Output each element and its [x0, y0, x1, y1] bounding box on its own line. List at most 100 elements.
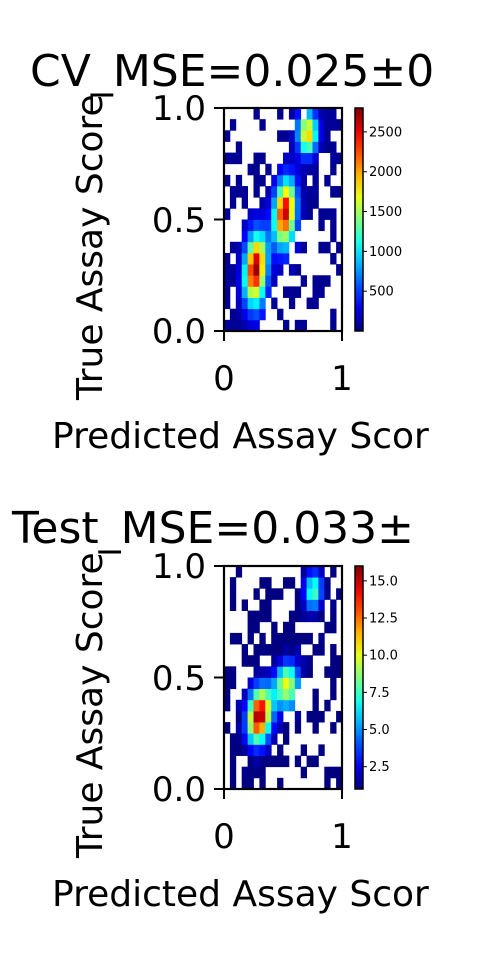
- heatmap-cell: [271, 197, 278, 209]
- heatmap-cell: [259, 733, 266, 745]
- heatmap-cell: [259, 688, 266, 701]
- heatmap-cell: [306, 152, 313, 165]
- heatmap-cell: [271, 219, 278, 232]
- heatmap-cell: [318, 710, 325, 723]
- heatmap-cell: [306, 599, 313, 611]
- heatmap-cell: [259, 308, 266, 321]
- heatmap-cell: [283, 241, 290, 254]
- heatmap-cell: [318, 208, 325, 220]
- heatmap-cell: [312, 119, 319, 131]
- heatmap-cell: [241, 599, 248, 611]
- heatmap-cell: [277, 264, 284, 276]
- heatmap-cell: [306, 163, 313, 176]
- heatmap-cell: [265, 252, 272, 265]
- heatmap-cell: [271, 632, 278, 645]
- heatmap-cell: [312, 108, 319, 120]
- heatmap-cell: [300, 666, 307, 678]
- heatmap-cell: [318, 275, 325, 287]
- heatmap-cell: [224, 677, 231, 690]
- heatmap-cell: [253, 152, 260, 165]
- heatmap-cell: [277, 308, 284, 321]
- heatmap-cell: [229, 186, 237, 198]
- heatmap-cell: [330, 152, 337, 165]
- heatmap-cell: [312, 599, 319, 611]
- heatmap-cell: [253, 174, 260, 187]
- panel-test: Test_MSE=0.033± 1.0 0.5 0.0 0 1 Predicte…: [11, 503, 429, 915]
- heatmap-cell: [288, 141, 296, 153]
- heatmap-cell: [330, 566, 337, 578]
- heatmap-cell: [283, 577, 290, 589]
- heatmap-cell: [253, 621, 260, 634]
- heatmap-cell: [259, 252, 266, 265]
- heatmap-cell: [253, 163, 260, 176]
- heatmap-cell: [271, 655, 278, 667]
- heatmap-cell: [265, 722, 272, 734]
- heatmap-cell: [330, 666, 337, 678]
- heatmap-cell: [294, 219, 302, 232]
- heatmap-cell: [259, 755, 266, 768]
- heatmap-cell: [241, 252, 248, 265]
- y-tick-label: 0.5: [152, 659, 206, 699]
- heatmap-cell: [288, 655, 296, 667]
- heatmap-cell: [336, 588, 343, 600]
- heatmap-cell: [271, 264, 278, 276]
- heatmap-cell: [294, 174, 302, 187]
- heatmap-cell: [229, 777, 237, 790]
- heatmap-cell: [294, 119, 302, 131]
- heatmap-cell: [253, 722, 260, 734]
- heatmap-cell: [224, 722, 231, 734]
- heatmap-cell: [224, 688, 231, 701]
- heatmap-cell: [336, 241, 343, 254]
- heatmap-cell: [241, 688, 248, 701]
- heatmap-cell: [283, 208, 290, 220]
- heatmap-cell: [229, 275, 237, 287]
- heatmap-cell: [312, 275, 319, 287]
- heatmap-cell: [247, 632, 254, 645]
- heatmap-cell: [229, 319, 237, 332]
- heatmap-cell: [253, 644, 260, 656]
- heatmap-cell: [229, 197, 237, 209]
- heatmap-cell: [277, 666, 284, 678]
- heatmap-cell: [312, 566, 319, 578]
- heatmap-cell: [294, 655, 302, 667]
- heatmap-cell: [288, 286, 296, 298]
- heatmap-cell: [247, 308, 254, 321]
- heatmap-cell: [247, 275, 254, 287]
- heatmap-cell: [283, 655, 290, 667]
- heatmap-cell: [312, 174, 319, 187]
- heatmap-cell: [271, 755, 278, 768]
- heatmap-cell: [330, 108, 337, 120]
- heatmap-cell: [318, 632, 325, 645]
- heatmap-cell: [277, 108, 284, 120]
- heatmap-cell: [324, 588, 331, 600]
- heatmap-cell: [288, 632, 296, 645]
- heatmap-cell: [283, 621, 290, 634]
- heatmap-cell: [283, 174, 290, 187]
- heatmap-cell: [224, 666, 231, 678]
- heatmap-cell: [324, 241, 331, 254]
- heatmap-cell: [271, 297, 278, 310]
- heatmap-cell: [277, 197, 284, 209]
- heatmap-cell: [324, 108, 331, 120]
- heatmap-cell: [288, 666, 296, 678]
- heatmap-cell: [336, 264, 343, 276]
- heatmap-cell: [330, 163, 337, 176]
- heatmap-cell: [241, 264, 248, 276]
- heatmap-cell: [288, 264, 296, 276]
- heatmap-cell: [283, 163, 290, 176]
- heatmap-cell: [312, 286, 319, 298]
- heatmap-cell: [336, 710, 343, 723]
- heatmap-cell: [312, 163, 319, 176]
- heatmap-cell: [259, 230, 266, 243]
- heatmap-cell: [294, 610, 302, 623]
- heatmap-cell: [306, 297, 313, 310]
- heatmap-cell: [265, 699, 272, 712]
- heatmap-cell: [259, 264, 266, 276]
- heatmap-cells: [224, 566, 343, 790]
- heatmap-cell: [259, 777, 266, 790]
- heatmap-cell: [259, 677, 266, 690]
- heatmap-cell: [277, 241, 284, 254]
- heatmap-cell: [330, 219, 337, 232]
- heatmap-cell: [324, 699, 331, 712]
